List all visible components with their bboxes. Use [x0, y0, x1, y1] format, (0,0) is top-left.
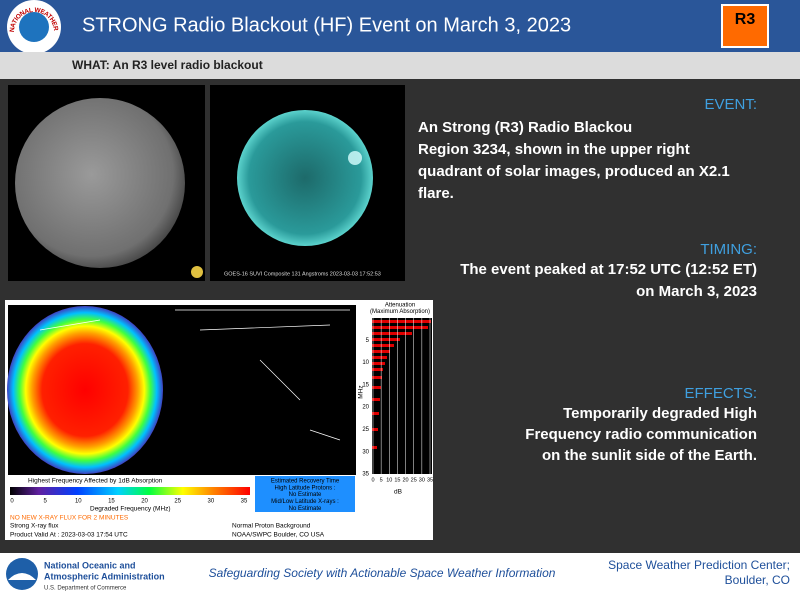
att-x-tick-label: 25 [411, 477, 417, 483]
proton: Normal Proton Background [232, 523, 311, 530]
att-y-tick-label: 15 [362, 382, 369, 388]
att-x-tick-label: 10 [386, 477, 392, 483]
scale-label: Degraded Frequency (MHz) [90, 506, 171, 513]
text-line: Attenuation [385, 303, 415, 309]
suvi-sun [237, 110, 373, 246]
att-x-tick-label: 0 [371, 477, 374, 483]
text-line: on the sunlit side of the Earth. [542, 447, 757, 464]
att-y-tick-label: 5 [366, 338, 370, 344]
att-x-tick-label: 5 [380, 477, 383, 483]
att-x-tick-label: 30 [419, 477, 425, 483]
attenuation-x-label: dB [394, 489, 402, 496]
scale-tick-label: 20 [141, 499, 148, 505]
scale-tick-label: 10 [75, 499, 82, 505]
text-line: quadrant of solar images, produced an X2… [418, 163, 730, 180]
legend-title: Highest Frequency Affected by 1dB Absorp… [28, 478, 163, 485]
flux: Strong X-ray flux [10, 523, 59, 530]
att-y-tick-label: 25 [362, 427, 369, 433]
r3-label: R3 [735, 11, 756, 28]
warning: NO NEW X-RAY FLUX FOR 2 MINUTES [10, 515, 129, 522]
what-text: WHAT: An R3 level radio blackout [72, 58, 263, 72]
scale-tick-label: 35 [241, 499, 248, 505]
text-line: Frequency radio communication [525, 426, 757, 443]
att-x-tick-label: 20 [403, 477, 409, 483]
text-line: U.S. Department of Commerce [44, 586, 127, 592]
att-x-tick-label: 35 [427, 477, 433, 483]
event-text: An Strong (R3) Radio Blackou Region 3234,… [418, 119, 730, 202]
text-line: Boulder, CO [725, 573, 790, 587]
att-y-tick-label: 10 [362, 360, 369, 366]
timing-text: The event peaked at 17:52 UTC (12:52 ET)… [460, 261, 757, 300]
recovery-box [255, 476, 355, 512]
text-line: on March 3, 2023 [636, 283, 757, 300]
text-line: (Maximum Absorption) [370, 309, 430, 315]
text-line: flare. [418, 185, 454, 202]
effects-text: Temporarily degraded High Frequency radio… [525, 405, 757, 464]
valid: Product Valid At : 2023-03-03 17:54 UTC [10, 532, 128, 539]
suvi-caption: GOES-16 SUVI Composite 131 Angstroms 202… [224, 271, 381, 277]
text-line: The event peaked at 17:52 UTC (12:52 ET) [460, 261, 757, 278]
text-line: Temporarily degraded High [563, 405, 757, 422]
att-y-tick-label: 30 [362, 449, 369, 455]
text-line: Space Weather Prediction Center; [608, 558, 790, 572]
att-y-tick-label: 20 [362, 405, 369, 411]
text-line: No Estimate [289, 492, 322, 498]
scale-tick-label: 0 [10, 499, 14, 505]
att-x-tick-label: 15 [394, 477, 400, 483]
scale-tick-label: 25 [174, 499, 181, 505]
source: NOAA/SWPC Boulder, CO USA [232, 532, 325, 539]
gong-logo [191, 266, 203, 278]
text-line: High Latitude Protons : [274, 485, 335, 491]
header-bar [0, 0, 800, 52]
att-y-tick-label: 35 [362, 472, 369, 478]
swpc-text: Space Weather Prediction Center;Boulder,… [608, 558, 790, 587]
text-line: Region 3234, shown in the upper right [418, 141, 690, 158]
effects-heading: EFFECTS: [684, 385, 757, 402]
scale-tick-label: 30 [208, 499, 215, 505]
text-line: National Oceanic and [44, 560, 136, 570]
tagline: Safeguarding Society with Actionable Spa… [209, 566, 556, 580]
text-line: Atmospheric Administration [44, 571, 165, 581]
nws-logo-inner [19, 12, 49, 42]
event-heading: EVENT: [704, 96, 757, 113]
text-line: An Strong (R3) Radio Blackou [418, 119, 632, 136]
scale-tick-label: 5 [43, 499, 47, 505]
text-line: No Estimate [289, 506, 322, 512]
title: STRONG Radio Blackout (HF) Event on Marc… [82, 14, 571, 36]
halpha-sun [15, 98, 185, 268]
color-scale [10, 487, 250, 495]
noaa-logo-bird [8, 573, 36, 580]
what-strip [0, 52, 800, 79]
footer [0, 553, 800, 601]
scale-tick-label: 15 [108, 499, 115, 505]
attenuation-title: Attenuation(Maximum Absorption) [370, 303, 430, 316]
flare [348, 151, 362, 165]
timing-heading: TIMING: [700, 241, 757, 258]
attenuation-y-label: MHz [358, 385, 365, 398]
text-line: Estimated Recovery Time [271, 479, 340, 485]
text-line: Mid/Low Latitude X-rays : [271, 499, 339, 505]
r3-badge [721, 4, 769, 48]
scale-ticks: 0 5 10 15 20 25 30 35 [10, 499, 248, 505]
map-coastlines [39, 309, 350, 441]
drap-absorption [7, 306, 163, 474]
